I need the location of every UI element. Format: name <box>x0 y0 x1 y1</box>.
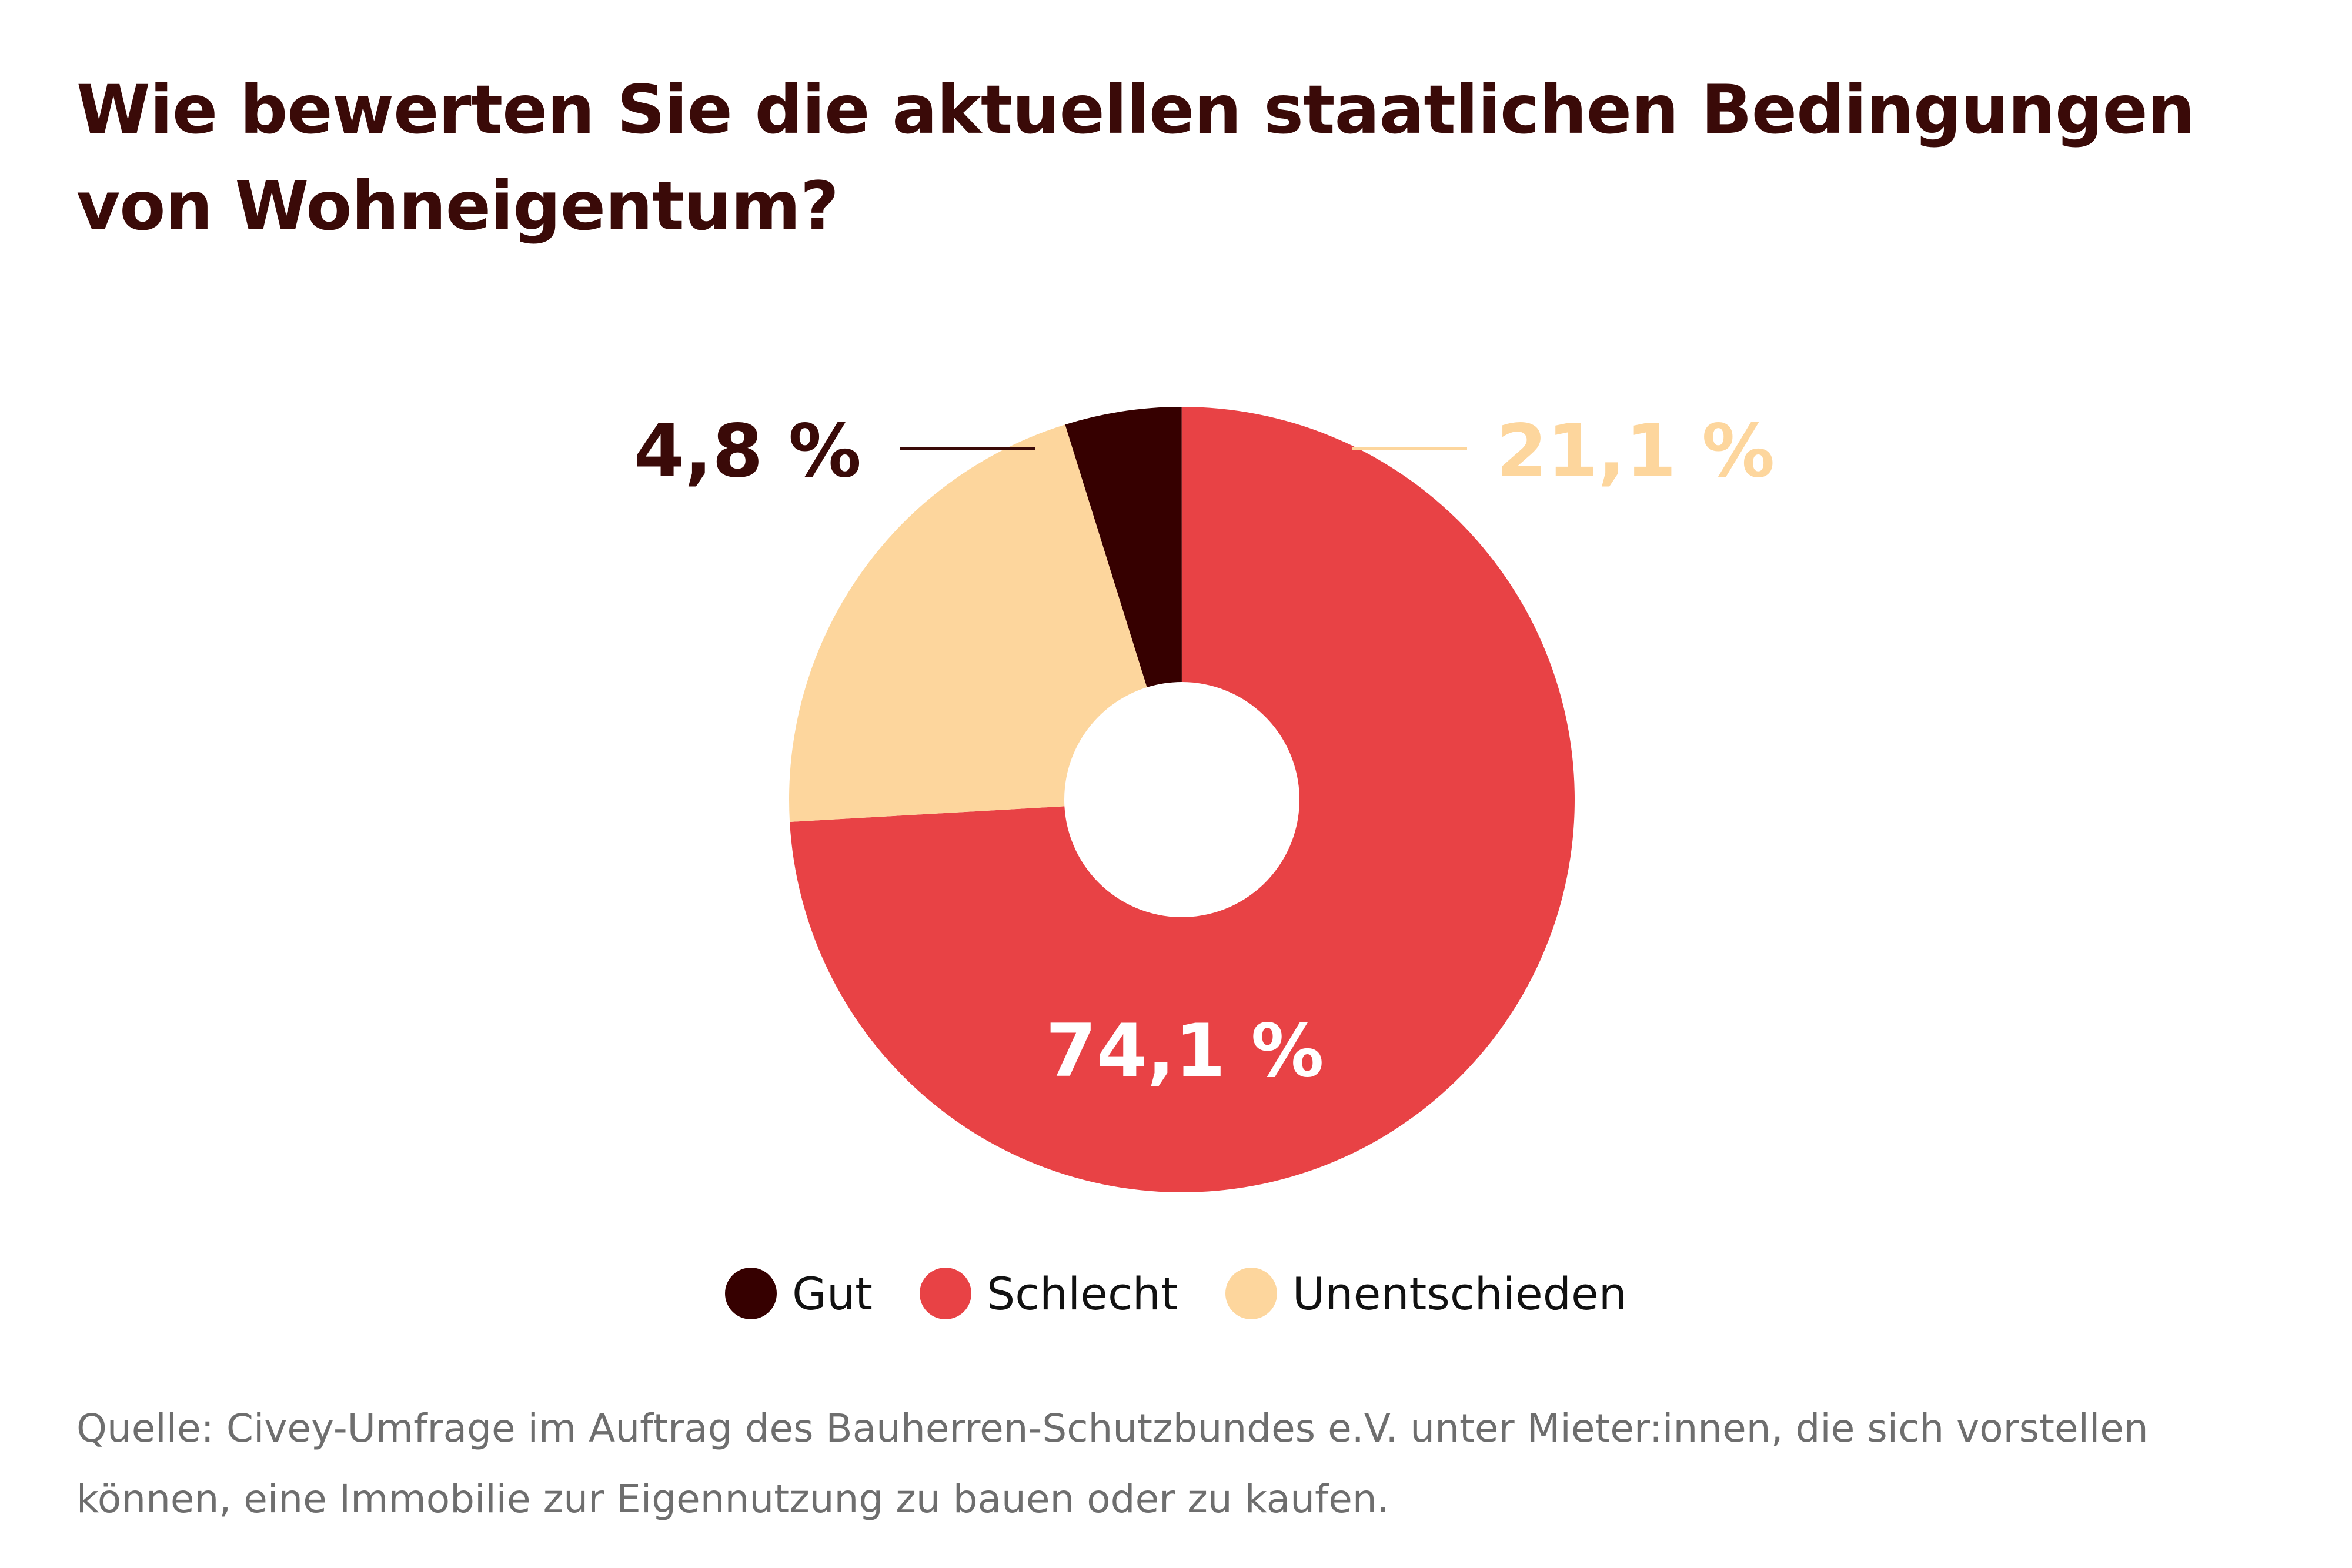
legend-swatch-schlecht <box>919 1268 971 1319</box>
donut-labels: 4,8 % 74,1 % 21,1 % <box>634 409 1775 1094</box>
legend-item-unentschieden: Unentschieden <box>1225 1268 1627 1320</box>
legend-item-gut: Gut <box>725 1268 873 1320</box>
source-note: Quelle: Civey-Umfrage im Auftrag des Bau… <box>76 1406 2149 1522</box>
legend-label-unentschieden: Unentschieden <box>1292 1267 1627 1320</box>
legend-label-gut: Gut <box>792 1267 873 1320</box>
slice-schlecht <box>790 407 1575 1193</box>
chart-legend: Gut Schlecht Unentschieden <box>0 1258 2352 1329</box>
legend-swatch-gut <box>725 1268 777 1319</box>
value-label-schlecht: 74,1 % <box>1045 1009 1324 1094</box>
value-label-unentschieden: 21,1 % <box>1496 409 1775 494</box>
legend-label-schlecht: Schlecht <box>986 1267 1178 1320</box>
legend-item-schlecht: Schlecht <box>919 1267 1178 1320</box>
legend-swatch-unentschieden <box>1225 1268 1277 1319</box>
chart-title: Wie bewerten Sie die aktuellen staatlich… <box>76 71 2195 245</box>
value-label-gut: 4,8 % <box>634 409 861 494</box>
donut-slices <box>789 407 1575 1193</box>
slice-gut <box>1065 407 1182 688</box>
slice-unentschieden <box>789 424 1147 822</box>
